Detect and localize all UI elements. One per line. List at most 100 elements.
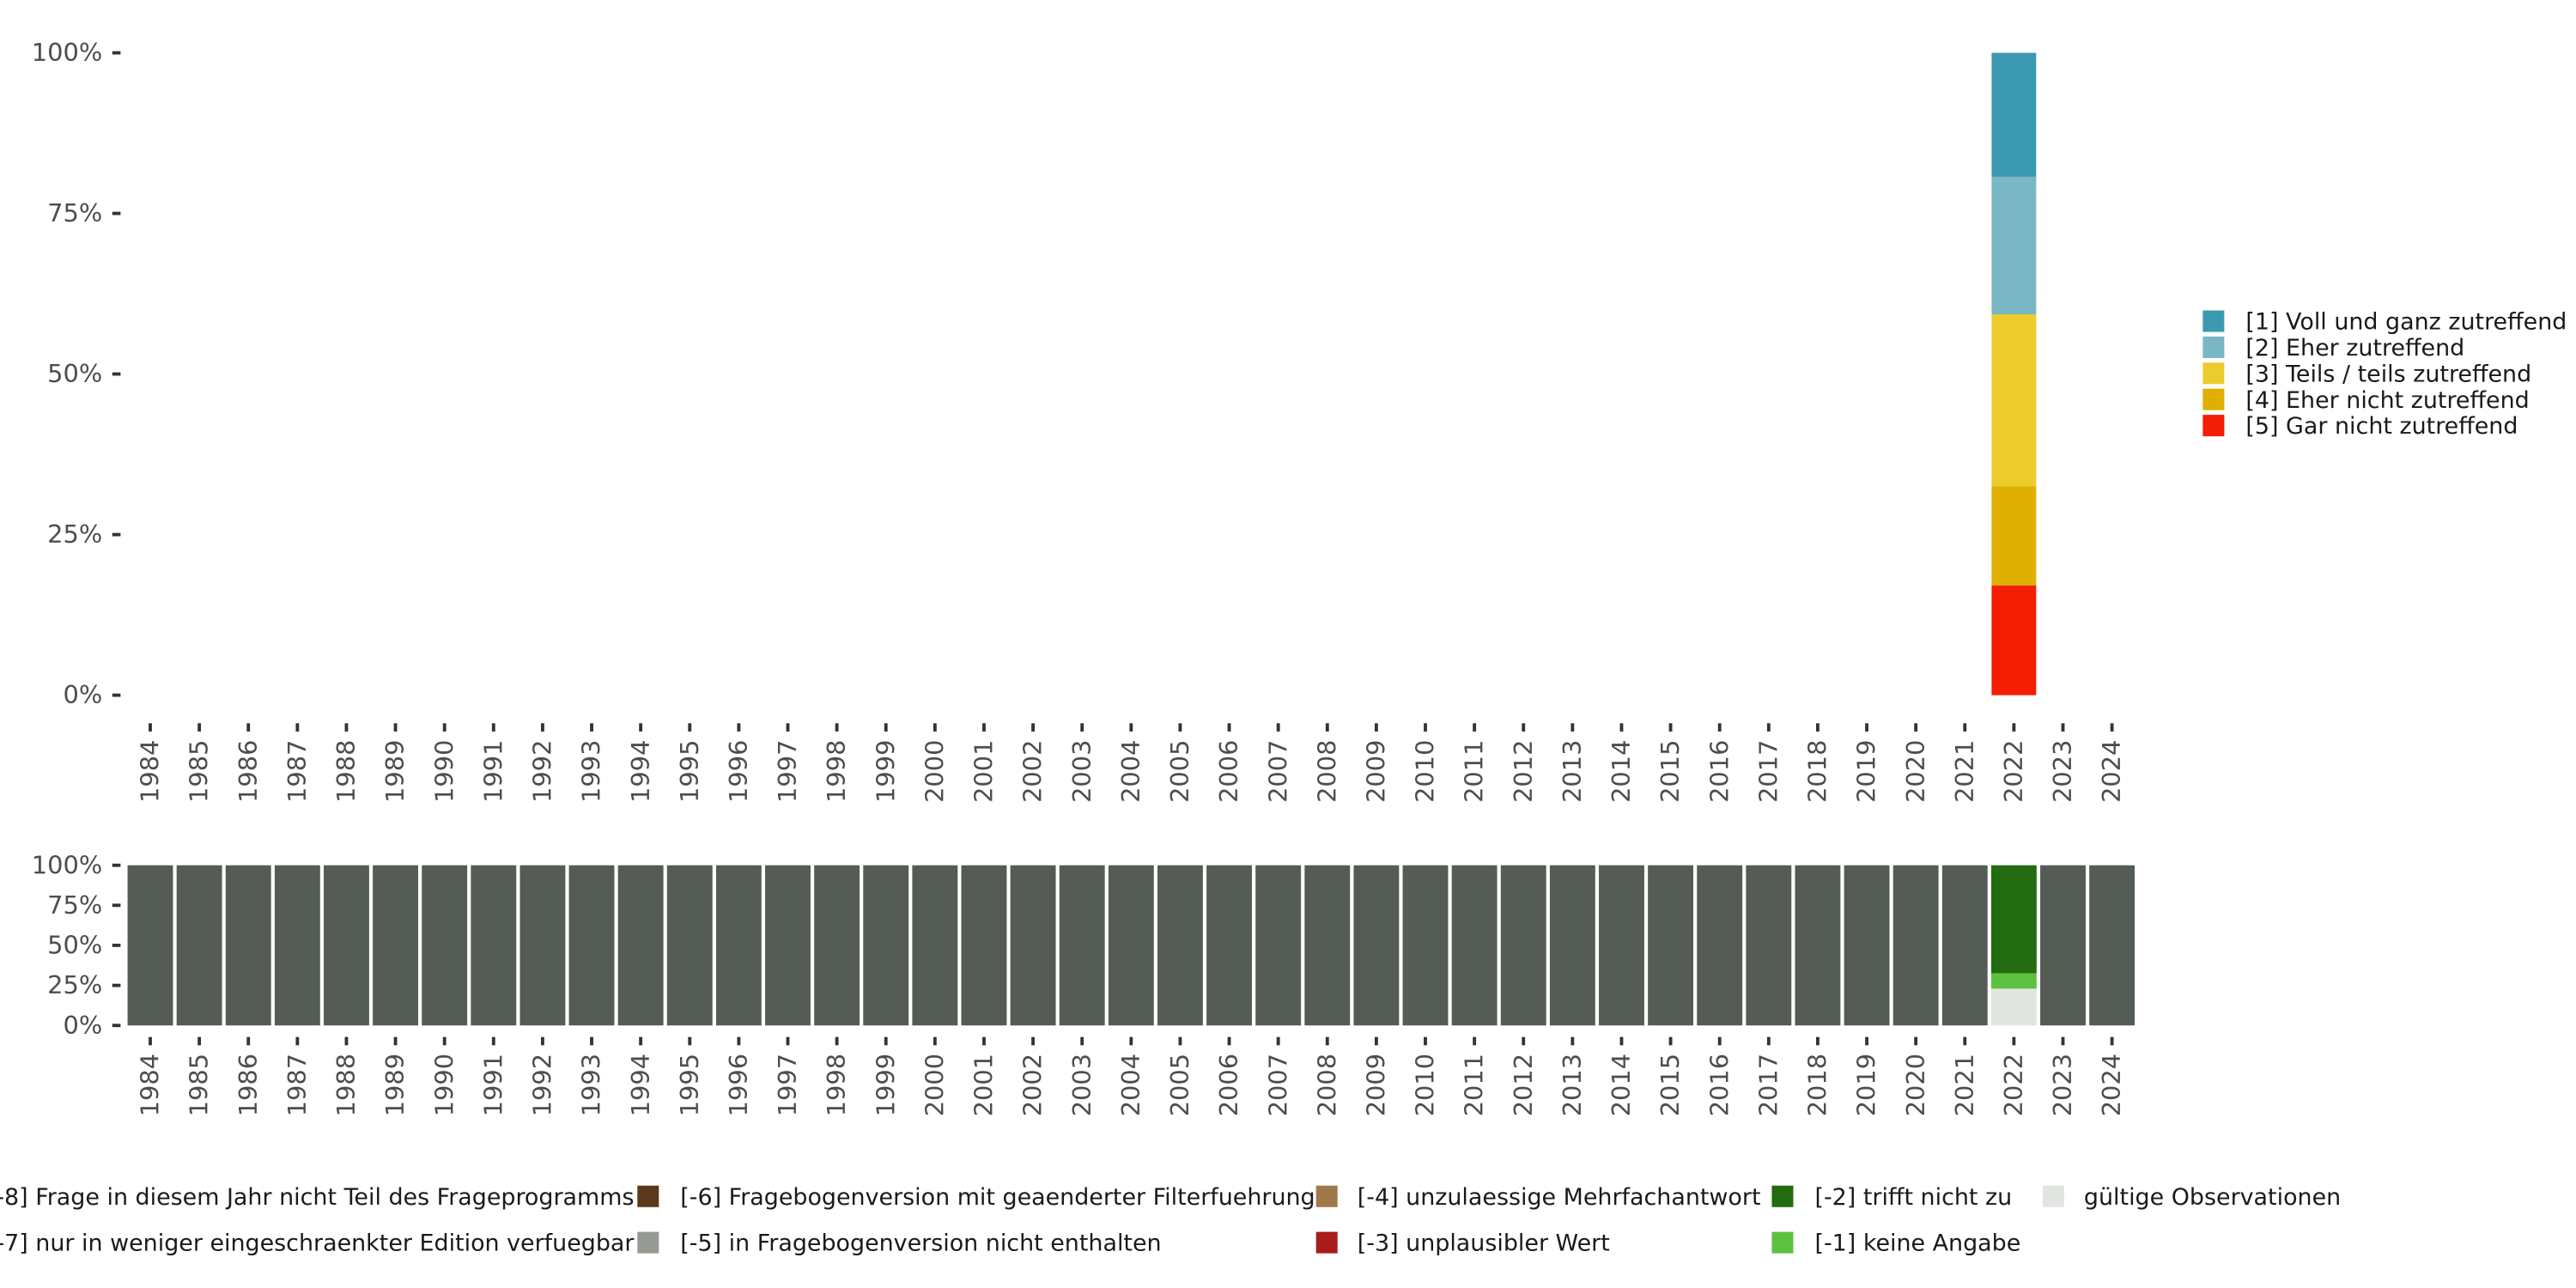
y-tick-label: 100% xyxy=(32,850,102,879)
bar-segment-2022 xyxy=(1991,52,2037,177)
bar-segment-2008 xyxy=(1304,865,1351,1026)
bar-segment-2017 xyxy=(1746,865,1792,1026)
x-tick-label: 2009 xyxy=(1362,1054,1391,1116)
x-tick-label: 2002 xyxy=(1018,740,1048,803)
x-tick-label: 1990 xyxy=(429,740,459,803)
legend-label: gültige Observationen xyxy=(2084,1184,2341,1211)
bar-segment-1990 xyxy=(422,865,468,1026)
bar-segment-2007 xyxy=(1255,865,1302,1026)
x-tick-label: 2020 xyxy=(1901,1054,1930,1116)
x-tick-label: 2002 xyxy=(1018,1054,1048,1116)
bar-segment-2022 xyxy=(1991,585,2037,696)
x-tick-label: 2016 xyxy=(1704,1054,1734,1116)
bar-segment-2006 xyxy=(1206,865,1252,1026)
legend-label: [1] Voll und ganz zutreffend xyxy=(2245,309,2567,336)
x-tick-label: 1989 xyxy=(380,740,410,803)
y-tick-label: 50% xyxy=(47,359,102,388)
x-tick-label: 1984 xyxy=(136,740,165,803)
x-tick-label: 1988 xyxy=(331,740,361,803)
bottom-panel: 0% 25% 50% 75% 100% 1984 1985 1986 1987 1988 1989 1… xyxy=(32,850,2136,1116)
x-tick-label: 2019 xyxy=(1852,1054,1881,1116)
bar-segment-1998 xyxy=(814,865,860,1026)
bar-segment-1995 xyxy=(666,865,713,1026)
x-tick-label: 2003 xyxy=(1067,740,1097,803)
x-tick-label: 2006 xyxy=(1214,740,1243,803)
x-tick-label: 2007 xyxy=(1263,740,1292,803)
x-tick-label: 2013 xyxy=(1558,740,1587,803)
bar-segment-1984 xyxy=(127,865,173,1026)
x-tick-label: 2020 xyxy=(1901,740,1930,803)
legend-right: [1] Voll und ganz zutreffend[2] Eher zut… xyxy=(2202,309,2567,440)
legend-bottom: [-8] Frage in diesem Jahr nicht Teil des… xyxy=(0,1184,2341,1257)
x-tick-label: 2007 xyxy=(1263,1054,1292,1116)
x-tick-label: 1986 xyxy=(234,740,263,803)
x-tick-label: 1997 xyxy=(773,740,802,803)
x-tick-label: 1991 xyxy=(478,1054,507,1116)
x-tick-label: 2022 xyxy=(1999,1054,2028,1116)
bar-segment-2004 xyxy=(1108,865,1154,1026)
x-tick-label: 2016 xyxy=(1704,740,1734,803)
bar-segment-1994 xyxy=(617,865,664,1026)
bar-segment-2022 xyxy=(1991,176,2037,315)
x-tick-label: 1992 xyxy=(528,1054,557,1116)
x-tick-label: 2021 xyxy=(1950,1054,1979,1116)
x-tick-label: 2008 xyxy=(1312,1054,1341,1116)
x-tick-label: 2008 xyxy=(1312,740,1341,803)
legend-label: [3] Teils / teils zutreffend xyxy=(2245,361,2531,387)
x-tick-label: 2024 xyxy=(2097,1054,2126,1116)
legend-swatch xyxy=(1771,1185,1794,1207)
bar-segment-2000 xyxy=(912,865,958,1026)
legend-label: [-2] trifft nicht zu xyxy=(1814,1184,2012,1211)
x-tick-label: 1994 xyxy=(626,740,655,803)
x-tick-label: 2012 xyxy=(1509,1054,1538,1116)
top-panel: 0% 25% 50% 75% 100% 1984 1985 1986 1987 1988 1989 1… xyxy=(32,38,2126,803)
bar-segment-2002 xyxy=(1010,865,1056,1026)
bar-segment-1999 xyxy=(863,865,909,1026)
bar-segment-2018 xyxy=(1795,865,1841,1026)
x-tick-label: 1985 xyxy=(185,740,214,803)
bar-segment-2015 xyxy=(1648,865,1694,1026)
x-tick-label: 2006 xyxy=(1214,1054,1243,1116)
x-tick-label: 2017 xyxy=(1753,1054,1783,1116)
legend-swatch xyxy=(2202,310,2225,332)
legend-label: [4] Eher nicht zutreffend xyxy=(2245,387,2529,414)
y-tick-label: 0% xyxy=(63,1011,102,1040)
bar-segment-2023 xyxy=(2040,865,2086,1026)
x-tick-label: 2022 xyxy=(1999,740,2028,803)
y-tick-label: 75% xyxy=(47,890,102,920)
legend-label: [-4] unzulaessige Mehrfachantwort xyxy=(1358,1184,1761,1211)
legend-swatch xyxy=(637,1185,659,1207)
bar-segment-2009 xyxy=(1353,865,1400,1026)
legend-swatch xyxy=(637,1231,659,1254)
bar-segment-2022 xyxy=(1990,988,2037,1026)
bar-segment-1991 xyxy=(471,865,517,1026)
x-tick-label: 1987 xyxy=(283,1054,312,1116)
y-tick-label: 50% xyxy=(47,931,102,960)
bar-segment-1992 xyxy=(519,865,566,1026)
bar-segment-2020 xyxy=(1893,865,1939,1026)
bar-segment-2022 xyxy=(1991,486,2037,586)
x-tick-label: 1994 xyxy=(626,1054,655,1116)
bar-segment-1985 xyxy=(176,865,222,1026)
bar-segment-1996 xyxy=(715,865,762,1026)
bar-segment-2022 xyxy=(1990,865,2037,974)
x-tick-label: 2009 xyxy=(1362,740,1391,803)
legend-swatch xyxy=(2202,336,2225,358)
legend-label: [-5] in Fragebogenversion nicht enthalte… xyxy=(680,1230,1161,1257)
bar-segment-1986 xyxy=(225,865,271,1026)
x-tick-label: 1996 xyxy=(724,1054,753,1116)
x-tick-label: 1995 xyxy=(675,740,704,803)
bar-segment-2024 xyxy=(2089,865,2136,1026)
legend-label: [-8] Frage in diesem Jahr nicht Teil des… xyxy=(0,1184,634,1211)
x-tick-label: 1997 xyxy=(773,1054,802,1116)
x-tick-label: 2000 xyxy=(920,1054,949,1116)
x-tick-label: 2014 xyxy=(1607,740,1636,803)
bar-segment-1989 xyxy=(373,865,419,1026)
legend-swatch xyxy=(1315,1185,1338,1207)
x-tick-label: 2017 xyxy=(1753,740,1783,803)
x-tick-label: 1996 xyxy=(724,740,753,803)
x-tick-label: 2010 xyxy=(1411,740,1440,803)
legend-label: [2] Eher zutreffend xyxy=(2245,335,2464,361)
bar-segment-2001 xyxy=(961,865,1007,1026)
